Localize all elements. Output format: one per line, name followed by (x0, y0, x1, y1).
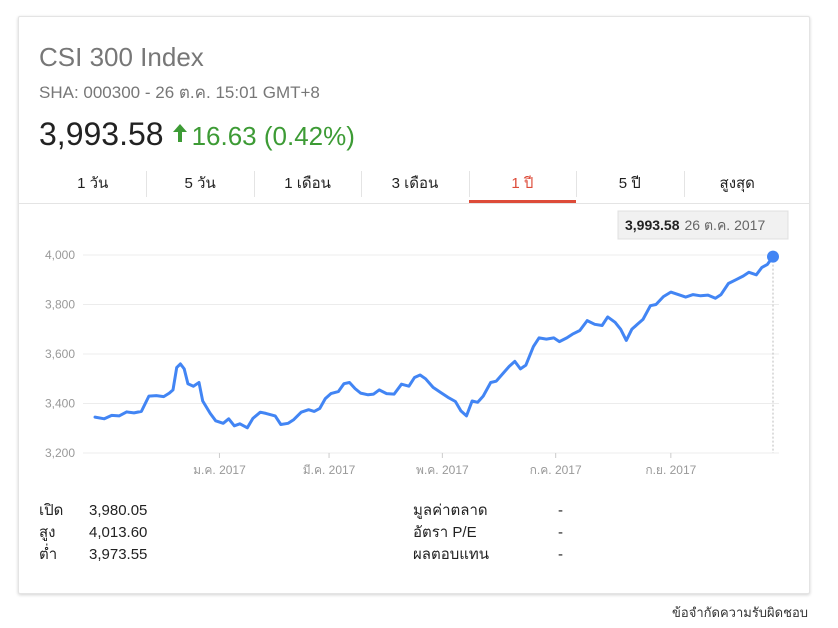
x-tick-label: ก.ย. 2017 (645, 463, 696, 477)
stat-row: อัตรา P/E - (413, 522, 563, 544)
tooltip-date: 26 ต.ค. 2017 (685, 217, 766, 233)
index-title: CSI 300 Index (39, 42, 204, 72)
range-tabs: 1 วัน 5 วัน 1 เดือน 3 เดือน 1 ปี 5 ปี สูงสุด (39, 167, 791, 203)
stats-right: มูลค่าตลาด - อัตรา P/E - ผลตอบแทน - (413, 500, 563, 566)
stat-value: - (558, 502, 563, 519)
stat-label: เปิด (39, 502, 64, 519)
x-tick-label: ม.ค. 2017 (193, 463, 246, 477)
stat-label: ผลตอบแทน (413, 546, 490, 563)
y-tick-label: 3,600 (45, 347, 75, 361)
x-tick-label: พ.ค. 2017 (416, 463, 469, 477)
stat-row: ผลตอบแทน - (413, 544, 563, 566)
stat-row: ต่ำ 3,973.55 (39, 544, 147, 566)
tab-0[interactable]: 1 วัน (77, 175, 109, 192)
tab-2[interactable]: 1 เดือน (253, 167, 361, 203)
tabs-divider (19, 203, 809, 204)
tooltip-value: 3,993.58 (625, 217, 680, 233)
stat-value: - (558, 524, 563, 541)
tooltip-box (617, 210, 789, 240)
price-change-value: 16.63 (0.42%) (191, 121, 355, 151)
tab-5[interactable]: 5 ปี (576, 167, 683, 203)
tab-1[interactable]: 5 วัน (146, 167, 253, 203)
stat-label: ต่ำ (39, 546, 58, 563)
index-subtitle: SHA: 000300 - 26 ต.ค. 15:01 GMT+8 (39, 83, 320, 102)
price-row: 3,993.58 16.63 (0.42%) (39, 116, 355, 153)
stat-label: มูลค่าตลาด (413, 502, 488, 519)
stat-value: - (558, 546, 563, 563)
stat-label: สูง (39, 524, 56, 541)
x-tick-label: ก.ค. 2017 (530, 463, 582, 477)
stock-card: CSI 300 Index SHA: 000300 - 26 ต.ค. 15:0… (18, 16, 810, 594)
y-tick-label: 3,800 (45, 298, 75, 312)
stat-label: อัตรา P/E (413, 524, 477, 541)
stat-row: เปิด 3,980.05 (39, 500, 147, 522)
price-chart[interactable]: 4,000 3,800 3,600 3,400 3,200 ม.ค. 2017 มี.ค. … (19, 17, 809, 487)
last-point-marker (767, 250, 779, 263)
y-tick-label: 4,000 (45, 248, 75, 262)
tab-4[interactable]: 1 ปี (468, 167, 577, 203)
tooltip-text: 3,993.58 26 ต.ค. 2017 (625, 217, 765, 233)
price-line (93, 255, 775, 430)
stats-left: เปิด 3,980.05 สูง 4,013.60 ต่ำ 3,973.55 (39, 500, 147, 566)
current-price: 3,993.58 (39, 116, 164, 152)
y-tick-label: 3,200 (45, 446, 75, 460)
tab-3[interactable]: 3 เดือน (361, 167, 468, 203)
stat-row: สูง 4,013.60 (39, 522, 147, 544)
y-tick-label: 3,400 (45, 397, 75, 411)
x-tick-label: มี.ค. 2017 (303, 463, 356, 477)
arrow-up-icon (172, 119, 188, 150)
stat-value: 4,013.60 (89, 524, 148, 541)
stat-row: มูลค่าตลาด - (413, 500, 563, 522)
price-change: 16.63 (0.42%) (172, 121, 355, 152)
stat-value: 3,973.55 (89, 546, 148, 563)
disclaimer-link[interactable]: ข้อจำกัดความรับผิดชอบ (672, 605, 808, 620)
stat-value: 3,980.05 (89, 502, 148, 519)
tab-6[interactable]: สูงสุด (683, 167, 791, 203)
